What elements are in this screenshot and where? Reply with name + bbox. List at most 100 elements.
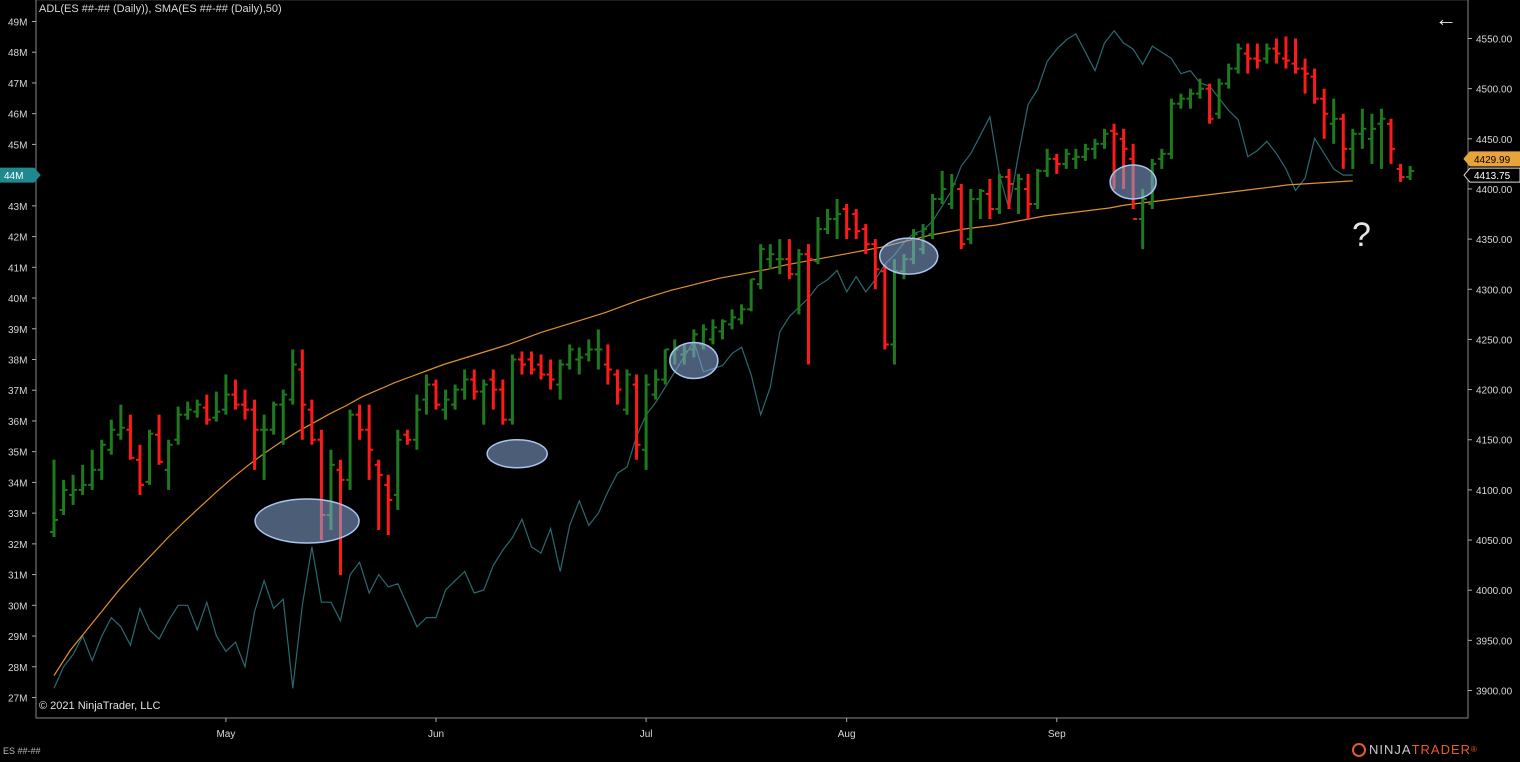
x-tick-label: Sep xyxy=(1048,729,1066,740)
ohlc-bar xyxy=(1138,188,1147,250)
ohlc-bar xyxy=(747,278,756,312)
adl-current-badge-shape xyxy=(0,167,41,183)
ohlc-bar xyxy=(556,359,565,400)
adl-tick-label: 40M xyxy=(8,294,27,305)
ohlc-bar xyxy=(202,394,211,425)
ohlc-bar xyxy=(823,209,832,235)
adl-tick-label: 31M xyxy=(8,571,27,582)
adl-tick-label: 32M xyxy=(8,540,27,551)
price-tick-label: 4400.00 xyxy=(1476,185,1513,196)
ohlc-bar xyxy=(1014,173,1023,215)
arrow-left-icon[interactable]: ← xyxy=(1435,6,1457,31)
ohlc-bar xyxy=(804,244,813,365)
ohlc-bar xyxy=(1320,88,1329,139)
ohlc-bar xyxy=(1281,36,1290,69)
adl-tick-label: 39M xyxy=(8,325,27,336)
price-tick-label: 4550.00 xyxy=(1476,35,1513,46)
ohlc-bar xyxy=(1358,108,1367,149)
ohlc-bar xyxy=(594,329,603,370)
ohlc-bar xyxy=(928,193,937,240)
ohlc-bar xyxy=(145,429,154,485)
price-last-badge-shape xyxy=(1463,167,1520,183)
adl-tick-label: 43M xyxy=(8,202,27,213)
ohlc-bar xyxy=(155,414,164,465)
ohlc-bar xyxy=(164,439,173,490)
brand-icon xyxy=(1352,742,1366,757)
ohlc-bar xyxy=(976,188,985,220)
price-tick-label: 4000.00 xyxy=(1476,586,1513,597)
ohlc-bar xyxy=(279,389,288,445)
ohlc-bar xyxy=(126,414,135,460)
adl-tick-label: 41M xyxy=(8,263,27,274)
x-tick-label: Jul xyxy=(640,729,653,740)
ohlc-bar xyxy=(374,459,383,531)
price-last-badge-text: 4413.75 xyxy=(1474,171,1511,182)
ohlc-bar xyxy=(1081,143,1090,161)
ohlc-bar xyxy=(584,339,593,362)
price-tick-label: 4250.00 xyxy=(1476,335,1513,346)
ohlc-bar xyxy=(479,379,488,425)
plot-frame xyxy=(35,0,1469,719)
ohlc-bar xyxy=(470,369,479,400)
sma-line xyxy=(53,180,1353,676)
indicator-title: ADL(ES ##-## (Daily)), SMA(ES ##-## (Dai… xyxy=(39,3,282,15)
ohlc-bar xyxy=(50,459,58,538)
x-tick-label: Jun xyxy=(428,729,444,740)
ohlc-bar xyxy=(1243,43,1252,74)
ohlc-bar xyxy=(661,348,670,385)
ohlc-bar xyxy=(814,217,822,265)
ohlc-bar xyxy=(1167,98,1176,159)
ohlc-bar xyxy=(460,369,469,400)
price-tick-label: 3900.00 xyxy=(1476,687,1513,698)
ohlc-bar xyxy=(1186,88,1195,109)
ohlc-bar xyxy=(1272,38,1281,64)
ohlc-bar xyxy=(632,374,641,460)
ohlc-bar xyxy=(708,319,717,345)
ohlc-bar xyxy=(527,351,536,375)
ohlc-bar xyxy=(422,374,431,415)
ohlc-bar xyxy=(269,401,278,435)
brand-logo: NINJA TRADER ® xyxy=(1352,742,1478,757)
ohlc-bar xyxy=(1396,163,1405,182)
ohlc-bar xyxy=(403,429,412,445)
ohlc-bar xyxy=(880,264,889,350)
instrument-tab[interactable]: ES ##-## xyxy=(3,746,41,756)
ohlc-bar xyxy=(785,239,794,280)
ohlc-bar xyxy=(59,479,68,515)
ohlc-bar xyxy=(947,173,956,210)
ohlc-bar xyxy=(737,304,746,325)
ohlc-bar xyxy=(1215,78,1224,119)
ohlc-bar xyxy=(441,389,450,420)
ohlc-bar xyxy=(1253,43,1262,69)
ohlc-bar xyxy=(1291,38,1300,74)
highlight-ellipse xyxy=(254,498,360,544)
ohlc-bar xyxy=(623,369,631,415)
ohlc-bar xyxy=(183,401,192,420)
price-last-badge: 4413.75 xyxy=(1463,167,1520,183)
ohlc-bar xyxy=(871,239,880,290)
ohlc-bar xyxy=(432,379,440,410)
ohlc-bar xyxy=(1205,83,1214,124)
ohlc-bar xyxy=(575,347,584,375)
adl-tick-label: 42M xyxy=(8,233,27,244)
axes: 3900.00 3950.00 4000.00 4050.00 4100.00 4150.… xyxy=(0,0,1520,740)
highlight-ellipse xyxy=(486,439,548,469)
ohlc-bar xyxy=(1024,173,1033,220)
ohlc-bar xyxy=(508,354,517,425)
adl-tick-label: 46M xyxy=(8,110,27,121)
ohlc-bar xyxy=(1301,58,1310,94)
price-high-badge-shape xyxy=(1463,151,1520,167)
ohlc-bar xyxy=(88,449,97,490)
ohlc-bar xyxy=(1310,68,1319,104)
price-tick-label: 3950.00 xyxy=(1476,636,1513,647)
highlight-ellipse xyxy=(878,237,939,275)
ohlc-bar xyxy=(852,209,861,240)
adl-tick-label: 35M xyxy=(8,448,27,459)
ohlc-bar xyxy=(1339,113,1348,169)
ohlc-bar xyxy=(1367,113,1376,164)
price-tick-label: 4300.00 xyxy=(1476,285,1513,296)
adl-tick-label: 38M xyxy=(8,356,27,367)
ohlc-bar xyxy=(384,474,393,536)
ohlc-bar xyxy=(231,379,240,410)
